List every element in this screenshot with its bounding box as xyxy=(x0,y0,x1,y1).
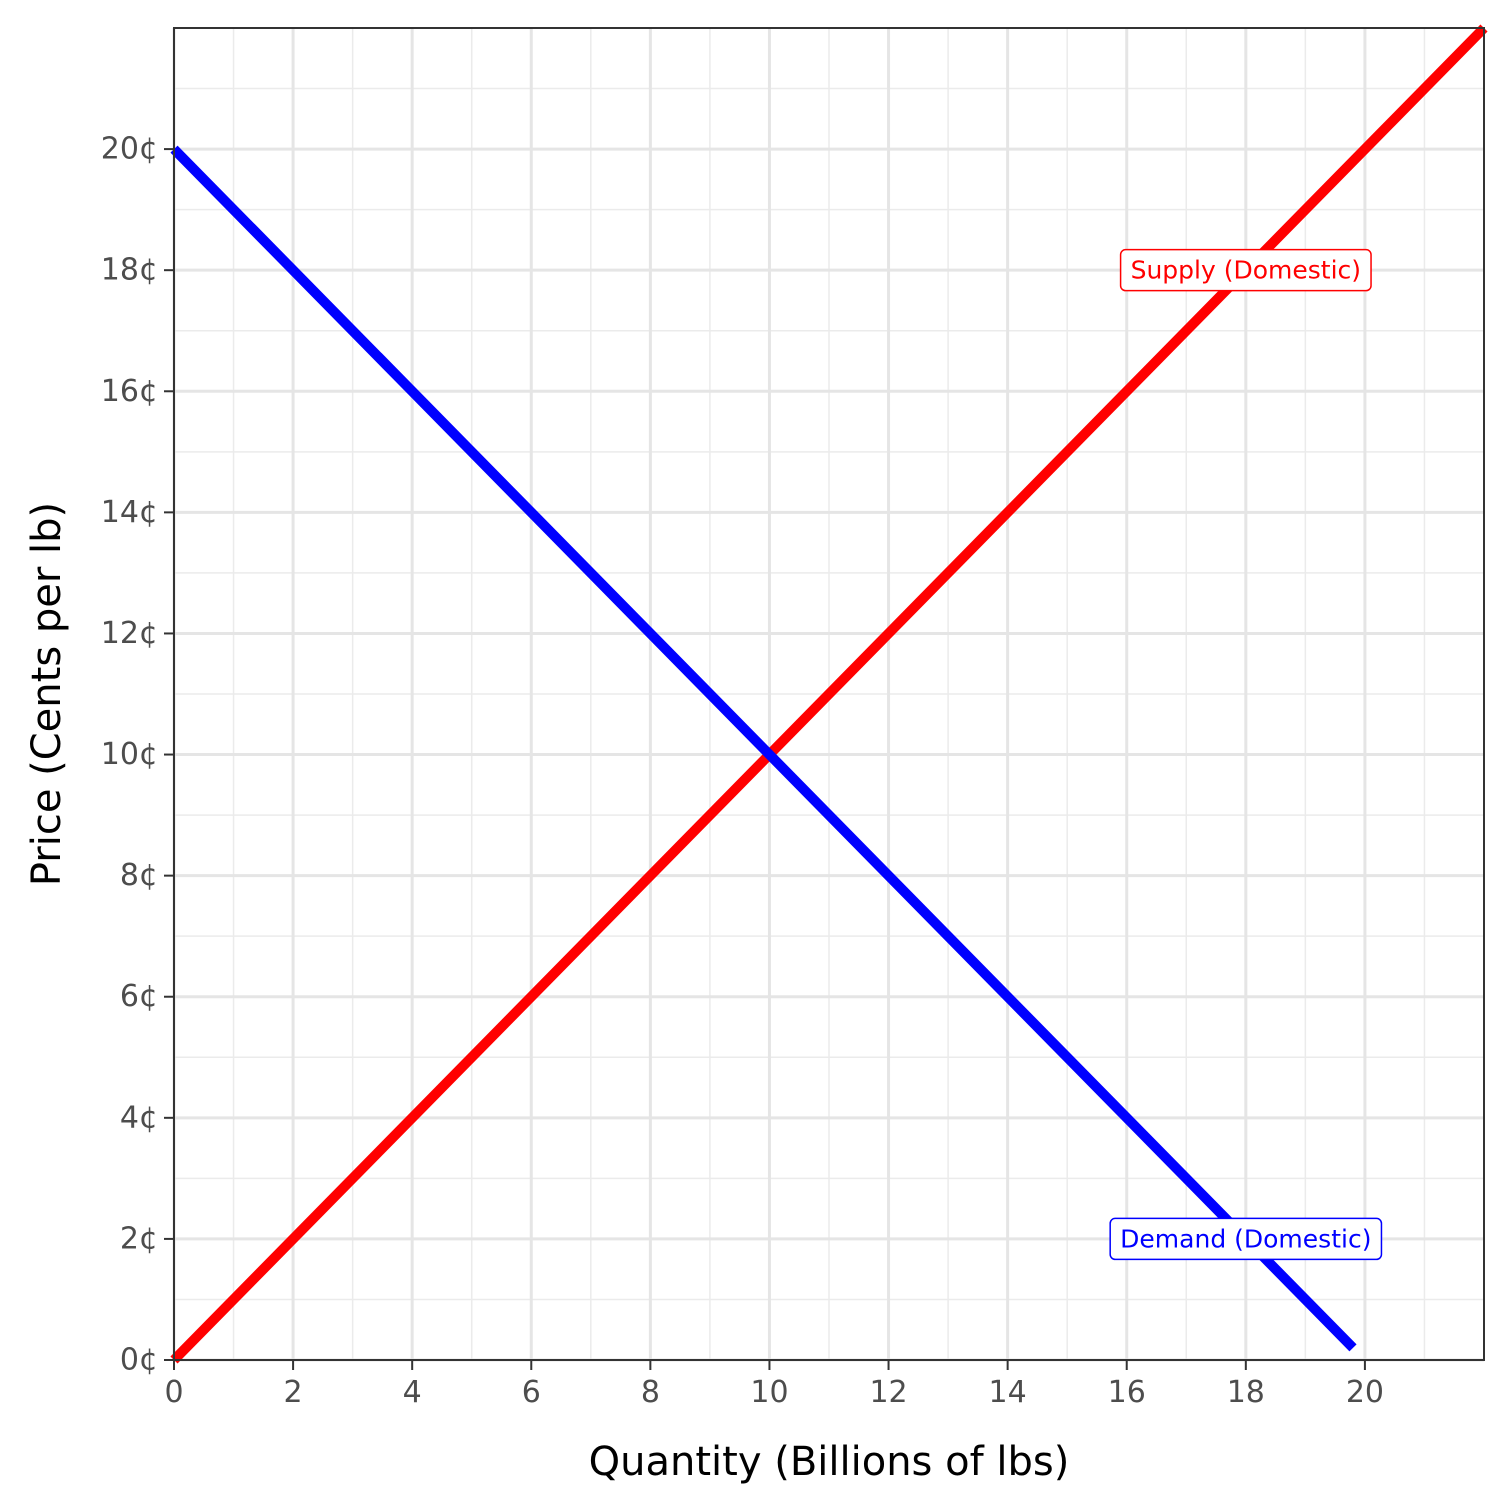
x-tick-label: 18 xyxy=(1227,1375,1265,1410)
annotations: Supply (Domestic) Demand (Domestic) xyxy=(1109,248,1383,1261)
x-tick-label: 6 xyxy=(522,1375,541,1410)
x-tick-label: 14 xyxy=(989,1375,1027,1410)
y-tick-label: 6¢ xyxy=(120,979,158,1014)
y-tick-label: 12¢ xyxy=(101,616,158,651)
x-tick-label: 20 xyxy=(1346,1375,1384,1410)
x-tick-label: 4 xyxy=(403,1375,422,1410)
x-axis-title: Quantity (Billions of lbs) xyxy=(589,1439,1070,1485)
y-tick-label: 2¢ xyxy=(120,1221,158,1256)
x-axis: 0 2 4 6 8 10 12 14 16 18 20 xyxy=(164,1360,1384,1410)
y-tick-label: 4¢ xyxy=(120,1100,158,1135)
y-tick-label: 0¢ xyxy=(120,1343,158,1378)
annotation-box xyxy=(1119,248,1372,292)
y-tick-label: 16¢ xyxy=(101,374,158,409)
y-axis: 0¢ 2¢ 4¢ 6¢ 8¢ 10¢ 12¢ 14¢ 16¢ 18¢ 20¢ xyxy=(101,132,174,1378)
x-tick-label: 8 xyxy=(641,1375,660,1410)
x-tick-label: 2 xyxy=(284,1375,303,1410)
plot-panel-border xyxy=(173,27,1485,1361)
y-tick-label: 10¢ xyxy=(101,737,158,772)
annotation-label: Demand (Domestic) xyxy=(1120,1224,1371,1253)
x-tick-label: 10 xyxy=(750,1375,788,1410)
annotation-label: Supply (Domestic) xyxy=(1131,256,1361,285)
x-tick-label: 12 xyxy=(869,1375,907,1410)
annotation-demand: Demand (Domestic) xyxy=(1109,1217,1383,1261)
series-line-demand xyxy=(170,145,1357,1352)
y-tick-label: 8¢ xyxy=(120,858,158,893)
y-tick-label: 18¢ xyxy=(101,253,158,288)
y-axis-title: Price (Cents per lb) xyxy=(24,502,70,886)
x-tick-label: 0 xyxy=(164,1375,183,1410)
y-tick-label: 20¢ xyxy=(101,132,158,167)
x-tick-label: 16 xyxy=(1108,1375,1146,1410)
y-tick-label: 14¢ xyxy=(101,495,158,530)
annotation-box xyxy=(1109,1217,1383,1261)
annotation-supply: Supply (Domestic) xyxy=(1119,248,1372,292)
